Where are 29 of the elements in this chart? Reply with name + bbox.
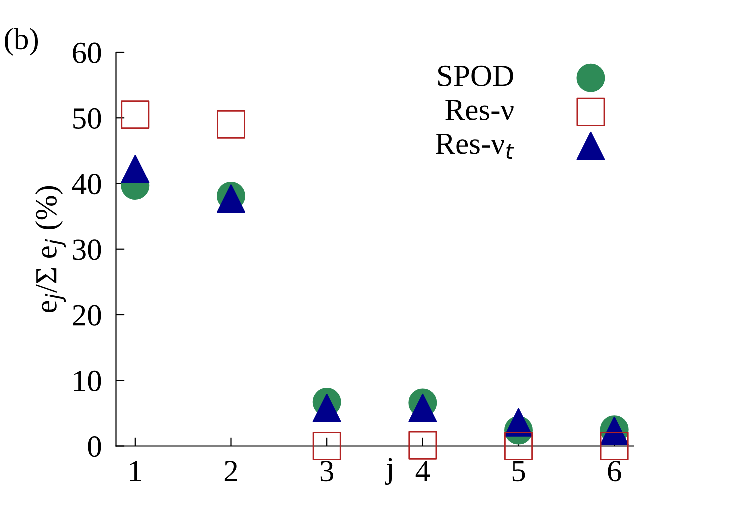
y-tick-label: 40 <box>72 174 102 195</box>
point <box>121 100 150 130</box>
y-axis-title: e$_{j}$/Σ e$_{j}$ (%) <box>35 186 66 312</box>
y-tick-label: 60 <box>73 42 102 64</box>
point <box>312 432 342 460</box>
y-tick-label: 50 <box>74 108 102 130</box>
x-tick-label: 3 <box>320 461 334 482</box>
legend-label: Res-ν <box>446 100 514 120</box>
point <box>217 110 246 139</box>
point <box>600 432 629 460</box>
y-tick-label: 30 <box>73 240 102 260</box>
x-tick-label: 1 <box>130 461 142 482</box>
text: (b) <box>5 28 38 56</box>
y-tick-label: 0 <box>88 436 102 458</box>
point <box>408 394 438 422</box>
x-tick-label: 2 <box>224 461 238 482</box>
legend-label: Res-ν$_{t}$ <box>436 134 514 159</box>
x-axis-title: j <box>385 458 392 486</box>
x-tick-label: 4 <box>416 461 430 482</box>
y-tick-label: 10 <box>74 370 102 392</box>
y-tick-label: 20 <box>73 305 102 326</box>
point <box>312 394 342 422</box>
x-tick-label: 5 <box>512 461 526 482</box>
point <box>504 432 533 460</box>
legend-label: SPOD <box>438 66 514 86</box>
x-tick-label: 6 <box>608 461 622 482</box>
point <box>504 408 533 437</box>
point <box>121 155 150 184</box>
point <box>408 431 438 460</box>
